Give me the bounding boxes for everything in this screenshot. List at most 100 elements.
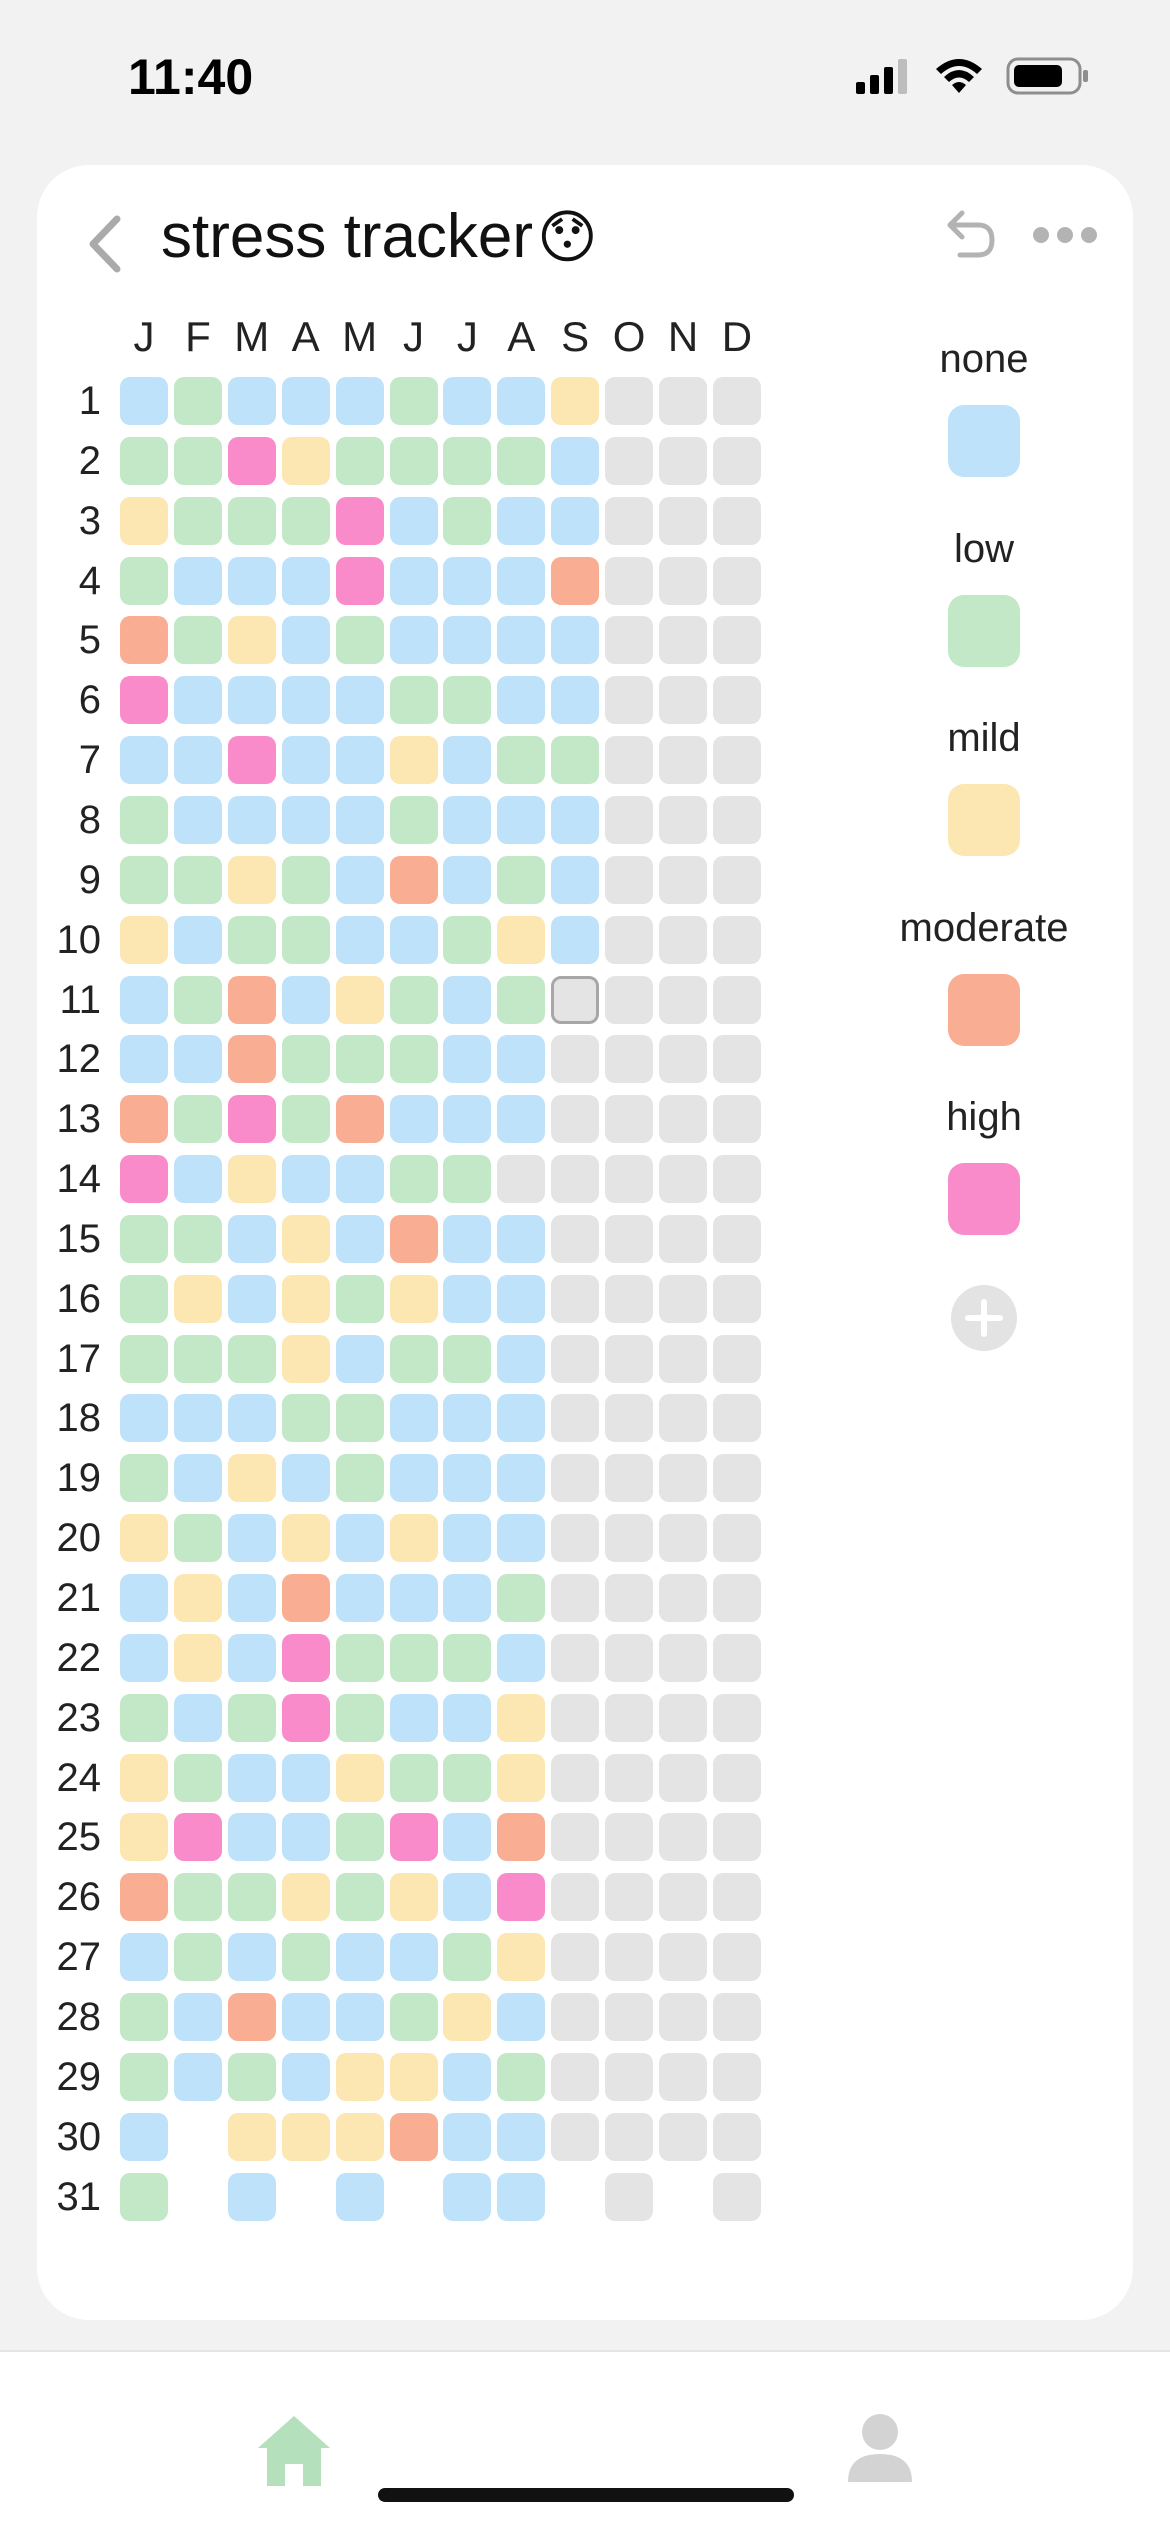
- day-cell-empty[interactable]: [551, 1214, 600, 1263]
- day-cell-empty[interactable]: [712, 795, 761, 844]
- day-cell-empty[interactable]: [551, 2112, 600, 2161]
- day-cell-high[interactable]: [120, 676, 168, 725]
- day-cell-low[interactable]: [389, 676, 438, 725]
- day-cell-none[interactable]: [497, 496, 546, 545]
- day-cell-low[interactable]: [120, 795, 168, 844]
- day-cell-none[interactable]: [335, 2172, 384, 2221]
- day-cell-none[interactable]: [281, 1813, 330, 1862]
- day-cell-high[interactable]: [281, 1633, 330, 1682]
- day-cell-low[interactable]: [120, 1274, 168, 1323]
- day-cell-none[interactable]: [497, 1992, 546, 2041]
- day-cell-none[interactable]: [551, 616, 600, 665]
- day-cell-low[interactable]: [497, 855, 546, 904]
- day-cell-empty[interactable]: [605, 616, 654, 665]
- day-cell-none[interactable]: [335, 1992, 384, 2041]
- day-cell-low[interactable]: [335, 1693, 384, 1742]
- day-cell-none[interactable]: [173, 1035, 222, 1084]
- day-cell-low[interactable]: [335, 1035, 384, 1084]
- day-cell-low[interactable]: [497, 2052, 546, 2101]
- day-cell-low[interactable]: [443, 496, 492, 545]
- day-cell-empty[interactable]: [712, 736, 761, 785]
- day-cell-mild[interactable]: [335, 2052, 384, 2101]
- day-cell-empty[interactable]: [605, 1454, 654, 1503]
- day-cell-none[interactable]: [281, 1753, 330, 1802]
- day-cell-low[interactable]: [389, 975, 438, 1024]
- day-cell-none[interactable]: [120, 377, 168, 425]
- day-cell-empty[interactable]: [605, 1873, 654, 1922]
- day-cell-high[interactable]: [281, 1693, 330, 1742]
- day-cell-empty[interactable]: [659, 1274, 707, 1323]
- day-cell-empty[interactable]: [551, 1394, 600, 1443]
- day-cell-none[interactable]: [173, 1155, 222, 1204]
- day-cell-low[interactable]: [497, 1574, 546, 1622]
- legend-swatch-moderate[interactable]: [948, 973, 1020, 1046]
- day-cell-high[interactable]: [389, 1813, 438, 1862]
- day-cell-none[interactable]: [173, 1394, 222, 1443]
- day-cell-none[interactable]: [551, 496, 600, 545]
- day-cell-empty[interactable]: [659, 1633, 707, 1682]
- day-cell-none[interactable]: [173, 1992, 222, 2041]
- day-cell-none[interactable]: [443, 1394, 492, 1443]
- day-cell-mild[interactable]: [335, 975, 384, 1024]
- day-cell-mild[interactable]: [497, 1693, 546, 1742]
- day-cell-low[interactable]: [389, 1753, 438, 1802]
- day-cell-low[interactable]: [389, 1155, 438, 1204]
- day-cell-empty[interactable]: [712, 1992, 761, 2041]
- day-cell-none[interactable]: [120, 1394, 168, 1443]
- day-cell-low[interactable]: [173, 436, 222, 485]
- day-cell-none[interactable]: [497, 795, 546, 844]
- day-cell-mild[interactable]: [227, 1155, 276, 1204]
- day-cell-none[interactable]: [389, 915, 438, 964]
- day-cell-low[interactable]: [227, 915, 276, 964]
- day-cell-low[interactable]: [389, 1334, 438, 1383]
- day-cell-selected[interactable]: [551, 975, 600, 1024]
- day-cell-moderate[interactable]: [120, 1873, 168, 1922]
- day-cell-low[interactable]: [281, 496, 330, 545]
- day-cell-moderate[interactable]: [497, 1813, 546, 1862]
- day-cell-none[interactable]: [335, 1155, 384, 1204]
- legend-swatch-mild[interactable]: [948, 784, 1020, 856]
- day-cell-empty[interactable]: [659, 1454, 707, 1503]
- day-cell-low[interactable]: [335, 1873, 384, 1922]
- day-cell-low[interactable]: [120, 1693, 168, 1742]
- day-cell-low[interactable]: [227, 2052, 276, 2101]
- day-cell-empty[interactable]: [605, 496, 654, 545]
- day-cell-empty[interactable]: [712, 377, 761, 425]
- day-cell-empty[interactable]: [659, 676, 707, 725]
- day-cell-none[interactable]: [497, 676, 546, 725]
- day-cell-empty[interactable]: [712, 915, 761, 964]
- day-cell-none[interactable]: [335, 736, 384, 785]
- day-cell-none[interactable]: [497, 1214, 546, 1263]
- day-cell-none[interactable]: [497, 1514, 546, 1563]
- day-cell-empty[interactable]: [605, 1933, 654, 1982]
- day-cell-none[interactable]: [443, 1274, 492, 1323]
- day-cell-none[interactable]: [497, 1095, 546, 1144]
- day-cell-low[interactable]: [173, 855, 222, 904]
- day-cell-empty[interactable]: [605, 1753, 654, 1802]
- day-cell-none[interactable]: [227, 676, 276, 725]
- day-cell-low[interactable]: [173, 1753, 222, 1802]
- day-cell-low[interactable]: [120, 1454, 168, 1503]
- day-cell-empty[interactable]: [551, 1873, 600, 1922]
- day-cell-empty[interactable]: [712, 1274, 761, 1323]
- day-cell-empty[interactable]: [605, 676, 654, 725]
- day-cell-none[interactable]: [227, 1394, 276, 1443]
- day-cell-low[interactable]: [335, 1813, 384, 1862]
- day-cell-empty[interactable]: [605, 1334, 654, 1383]
- day-cell-empty[interactable]: [605, 556, 654, 605]
- day-cell-mild[interactable]: [497, 915, 546, 964]
- day-cell-none[interactable]: [443, 1095, 492, 1144]
- day-cell-mild[interactable]: [281, 436, 330, 485]
- day-cell-low[interactable]: [281, 915, 330, 964]
- day-cell-empty[interactable]: [712, 2172, 761, 2221]
- back-button[interactable]: [77, 207, 137, 281]
- day-cell-empty[interactable]: [551, 1992, 600, 2041]
- day-cell-empty[interactable]: [659, 795, 707, 844]
- day-cell-low[interactable]: [173, 616, 222, 665]
- day-cell-empty[interactable]: [659, 915, 707, 964]
- day-cell-empty[interactable]: [712, 2112, 761, 2161]
- day-cell-low[interactable]: [335, 1394, 384, 1443]
- day-cell-none[interactable]: [227, 1753, 276, 1802]
- day-cell-mild[interactable]: [389, 2052, 438, 2101]
- day-cell-low[interactable]: [120, 556, 168, 605]
